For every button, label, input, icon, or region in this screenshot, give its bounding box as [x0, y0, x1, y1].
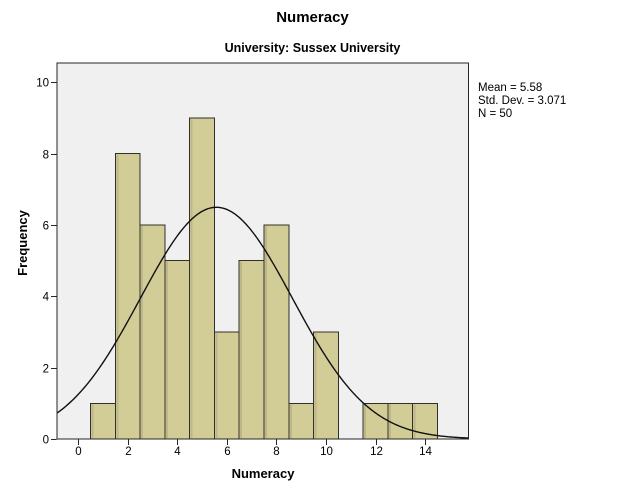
x-tick-label: 12 [370, 446, 383, 458]
chart-title: Numeracy [276, 9, 349, 26]
histogram-bar [238, 260, 265, 440]
bar-shade-edge [141, 225, 144, 438]
histogram-bar [213, 331, 240, 440]
stat-mean: Mean = 5.58 [478, 82, 543, 94]
y-tick-label: 2 [43, 364, 49, 376]
bar-shade-edge [165, 261, 168, 438]
bar-shade-edge [314, 332, 317, 438]
x-tick-label: 0 [75, 446, 81, 458]
stat-n: N = 50 [478, 107, 513, 120]
plot-frame [56, 62, 469, 440]
y-tick-label: 0 [43, 435, 49, 447]
x-tick-label: 2 [125, 446, 131, 458]
bar-shade-edge [240, 261, 243, 438]
histogram-bar [139, 224, 166, 440]
histogram-bar [89, 402, 116, 440]
bar-shade-edge [215, 332, 218, 438]
histogram-bar [164, 260, 191, 440]
x-tick-label: 4 [174, 446, 181, 458]
histogram-bar [313, 331, 339, 440]
y-axis-title: Frequency [15, 210, 30, 276]
bar-shade-edge [264, 225, 267, 438]
histogram-bar [362, 402, 389, 440]
bar-shade-edge [413, 404, 416, 438]
chart-subtitle: University: Sussex University [224, 41, 401, 55]
bar-shade-edge [116, 154, 119, 438]
histogram-bar [189, 117, 215, 440]
histogram-bar [263, 224, 290, 440]
histogram-bar [114, 153, 141, 440]
y-tick-label: 8 [43, 150, 49, 162]
stats-box: Mean = 5.58 Std. Dev. = 3.071 N = 50 [478, 82, 566, 120]
x-axis-title: Numeracy [231, 466, 295, 481]
y-tick-label: 10 [36, 78, 49, 90]
bar-shade-edge [364, 404, 367, 438]
x-tick-label: 8 [273, 446, 279, 458]
x-tick-label: 10 [320, 446, 333, 458]
histogram-bar [387, 402, 414, 440]
stat-stddev: Std. Dev. = 3.071 [478, 94, 567, 107]
y-tick-label: 4 [43, 292, 50, 304]
x-tick-label: 6 [224, 446, 230, 458]
normal-curve [57, 206, 469, 439]
histogram-bar [288, 402, 315, 440]
bar-shade-edge [91, 404, 94, 438]
bar-shade-edge [289, 404, 292, 438]
y-tick-label: 6 [43, 221, 49, 233]
bar-shade-edge [190, 118, 193, 438]
x-tick-label: 14 [419, 446, 432, 458]
